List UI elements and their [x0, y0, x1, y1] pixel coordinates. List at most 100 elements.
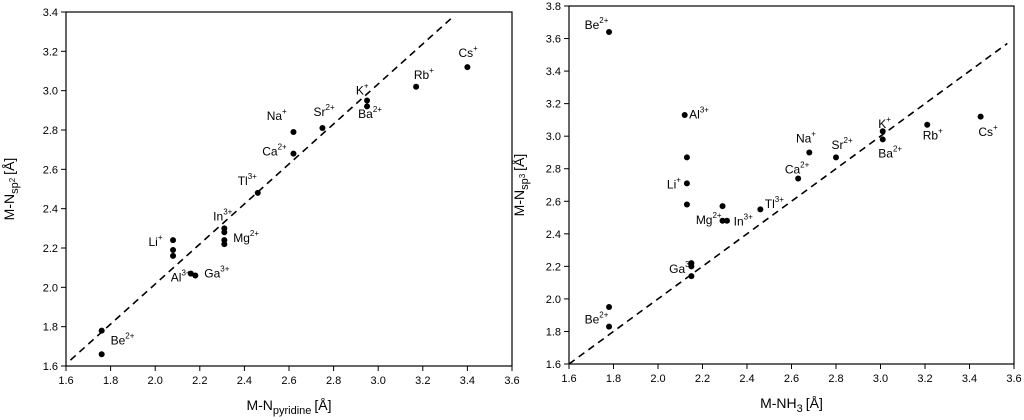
ion-symbol: Be [585, 18, 600, 32]
x-tick-label: 2.8 [326, 375, 341, 387]
y-tick-label: 3.2 [546, 99, 561, 111]
x-tick-label: 3.0 [371, 375, 386, 387]
ion-symbol: In [734, 215, 744, 229]
ion-label: Ba2+ [358, 105, 382, 121]
data-point [364, 103, 371, 110]
ion-charge: 2+ [125, 331, 134, 340]
ion-charge: + [811, 130, 816, 139]
x-tick-label: 3.4 [460, 375, 475, 387]
ion-label: Tl3+ [238, 172, 257, 188]
ion-charge: + [282, 107, 287, 116]
ion-label: Al3+ [689, 105, 709, 121]
ion-label: Al3+ [171, 268, 191, 284]
ion-label: Be2+ [585, 16, 609, 32]
data-point [606, 304, 613, 311]
data-point [833, 154, 839, 161]
data-point [221, 229, 228, 236]
ion-label: Ga3+ [669, 260, 694, 276]
ion-symbol: Rb [414, 68, 430, 82]
data-point [681, 112, 688, 119]
ion-symbol: In [213, 209, 223, 223]
data-point [683, 180, 690, 187]
x-axis-title: M-Npyridine [Å] [246, 397, 331, 417]
data-point [170, 252, 177, 259]
ion-symbol: Li [667, 177, 676, 191]
data-point [170, 237, 177, 244]
ion-symbol: Be [111, 333, 126, 347]
ion-label: K+ [356, 82, 369, 98]
y-tick-label: 1.6 [546, 359, 561, 371]
plot-frame [568, 5, 1015, 365]
ion-symbol: Na [267, 109, 283, 123]
ion-label: In3+ [734, 213, 753, 229]
x-tick-label: 3.2 [415, 375, 430, 387]
x-tick-label: 2.0 [148, 375, 163, 387]
ion-label: Sr2+ [314, 103, 335, 119]
data-point [683, 201, 690, 208]
x-tick-label: 2.2 [695, 373, 710, 385]
data-point [719, 217, 726, 224]
x-tick-label: 2.4 [739, 373, 754, 385]
data-point [606, 29, 613, 36]
x-tick-label: 1.6 [561, 373, 576, 385]
ion-label: Na+ [796, 130, 816, 146]
ion-charge: 2+ [599, 16, 608, 25]
plot-frame [65, 11, 513, 367]
data-point [688, 273, 695, 280]
data-point [795, 175, 802, 182]
y-tick-label: 1.8 [546, 326, 561, 338]
y-tick-label: 3.0 [546, 131, 561, 143]
data-point [254, 189, 261, 196]
ion-charge: 3+ [685, 260, 694, 269]
right-scatter-panel: 1.6 1.8 2.0 2.2 2.4 2.6 2.8 3.0 3.2 3.4 3.6 1.6 1.8 2… [511, 1, 1022, 415]
ion-label: Be2+ [111, 331, 135, 347]
ion-charge: 3+ [223, 207, 232, 216]
ion-charge: + [429, 66, 434, 75]
x-tick-label: 1.8 [606, 373, 621, 385]
ion-charge: 3+ [248, 172, 257, 181]
data-point [924, 121, 931, 128]
y-tick-label: 3.6 [546, 34, 561, 46]
x-tick-label: 2.4 [237, 375, 252, 387]
data-point [290, 128, 297, 135]
ion-symbol: Na [796, 132, 812, 146]
ion-charge: 3+ [744, 213, 753, 222]
ion-label: Cs+ [458, 44, 478, 60]
ion-symbol: Sr [314, 105, 326, 119]
ion-charge: 2+ [599, 310, 608, 319]
y-tick-label: 2.0 [546, 294, 561, 306]
y-tick-label: 2.0 [43, 282, 58, 294]
ion-symbol: Tl [238, 174, 248, 188]
data-point [364, 97, 371, 104]
x-tick-label: 3.2 [917, 373, 932, 385]
data-point [170, 246, 177, 253]
x-tick-label: 2.6 [281, 375, 296, 387]
ion-symbol: Ga [204, 267, 220, 281]
y-axis-title: M-Nsp3[Å] [511, 154, 531, 217]
ion-label: Na+ [267, 107, 287, 123]
ion-symbol: Ca [785, 163, 801, 177]
data-point [683, 154, 690, 161]
data-point [879, 136, 886, 143]
y-tick-label: 2.4 [43, 204, 58, 216]
ion-symbol: Al [689, 107, 700, 121]
ion-symbol: Rb [923, 128, 939, 142]
y-tick-label: 3.8 [546, 1, 561, 13]
y-tick-label: 2.8 [43, 125, 58, 137]
data-point [977, 113, 984, 120]
ion-charge: + [158, 233, 163, 242]
y-tick-label: 1.8 [43, 322, 58, 334]
data-point [192, 272, 199, 279]
data-point [413, 83, 420, 90]
x-tick-label: 2.8 [828, 373, 843, 385]
ion-label: Li+ [149, 233, 163, 249]
ion-charge: 3+ [775, 195, 784, 204]
x-tick-label: 2.0 [650, 373, 665, 385]
y-tick-label: 2.2 [546, 261, 561, 273]
ion-symbol: Ca [262, 145, 278, 159]
ion-charge: + [993, 123, 998, 132]
ion-label: Ca2+ [262, 143, 287, 159]
ion-charge: 2+ [800, 161, 809, 170]
ion-charge: 3+ [700, 105, 709, 114]
